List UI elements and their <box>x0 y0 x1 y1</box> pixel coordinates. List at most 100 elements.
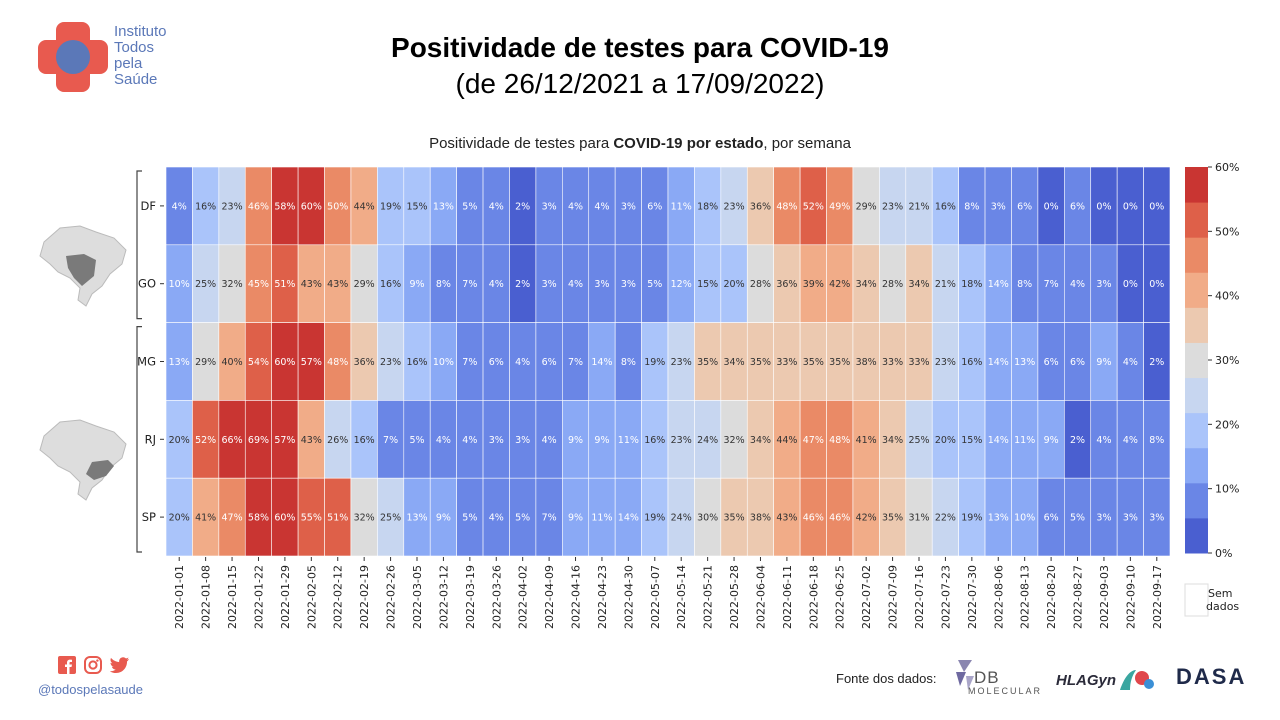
heatmap-cell <box>297 166 325 246</box>
heatmap-cell <box>377 322 405 401</box>
heatmap-cell <box>931 400 959 479</box>
cell-value-label: 3% <box>621 279 636 290</box>
column-date-label: 2022-06-11 <box>781 565 794 629</box>
heatmap-cell <box>958 322 986 401</box>
cell-value-label: 6% <box>1044 357 1059 368</box>
instagram-icon[interactable] <box>84 656 102 674</box>
heatmap-cell <box>509 477 537 557</box>
heatmap-cell <box>377 244 405 323</box>
column-date-label: 2022-04-16 <box>570 565 583 629</box>
cell-value-label: 9% <box>1044 435 1059 446</box>
heatmap-cell <box>931 322 959 401</box>
cell-value-label: 22% <box>935 513 956 524</box>
column-date-label: 2022-08-06 <box>992 565 1005 629</box>
column-date-label: 2022-08-27 <box>1072 565 1085 629</box>
cell-value-label: 58% <box>274 201 295 212</box>
cell-value-label: 16% <box>935 201 956 212</box>
cell-value-label: 43% <box>776 513 797 524</box>
heatmap-cell <box>562 400 590 479</box>
column-date-label: 2022-09-10 <box>1124 565 1137 629</box>
data-source-label: Fonte dos dados: <box>836 671 937 686</box>
cell-value-label: 31% <box>908 513 929 524</box>
heatmap-cell <box>165 477 193 557</box>
cell-value-label: 33% <box>908 357 929 368</box>
heatmap-cell <box>746 322 774 401</box>
cell-value-label: 20% <box>169 435 190 446</box>
cell-value-label: 4% <box>489 513 504 524</box>
colorbar-tick-label: 0% <box>1215 547 1232 560</box>
heatmap-cell <box>667 166 695 246</box>
cell-value-label: 4% <box>489 279 504 290</box>
heatmap-cell <box>562 166 590 246</box>
heatmap-cell <box>429 322 457 401</box>
column-date-label: 2022-04-23 <box>596 565 609 629</box>
cell-value-label: 35% <box>829 357 850 368</box>
heatmap-cell <box>297 477 325 557</box>
heatmap-cell <box>905 477 933 557</box>
heatmap-cell <box>1090 322 1118 401</box>
cell-value-label: 13% <box>1014 357 1035 368</box>
cell-value-label: 15% <box>961 435 982 446</box>
cell-value-label: 42% <box>856 513 877 524</box>
heatmap-cell <box>852 400 880 479</box>
cell-value-label: 0% <box>1096 201 1111 212</box>
heatmap-cell <box>165 322 193 401</box>
heatmap-cell <box>1011 477 1039 557</box>
heatmap-cell <box>614 244 642 323</box>
cell-value-label: 60% <box>274 513 295 524</box>
cell-value-label: 14% <box>618 513 639 524</box>
cell-value-label: 48% <box>327 357 348 368</box>
cell-value-label: 7% <box>568 357 583 368</box>
heatmap-cell <box>324 400 352 479</box>
column-date-label: 2022-07-09 <box>887 565 900 629</box>
heatmap-cell <box>746 166 774 246</box>
cell-value-label: 5% <box>409 435 424 446</box>
heatmap-cell <box>984 477 1012 557</box>
cell-value-label: 44% <box>776 435 797 446</box>
heatmap-cell <box>403 400 431 479</box>
cell-value-label: 60% <box>301 201 322 212</box>
cell-value-label: 14% <box>988 435 1009 446</box>
cell-value-label: 35% <box>750 357 771 368</box>
heatmap-cell <box>218 166 246 246</box>
cell-value-label: 5% <box>462 201 477 212</box>
cell-value-label: 47% <box>803 435 824 446</box>
colorbar-segment <box>1185 272 1208 308</box>
cell-value-label: 51% <box>327 513 348 524</box>
heatmap-cell <box>694 477 722 557</box>
facebook-icon[interactable] <box>58 656 76 674</box>
column-date-label: 2022-05-21 <box>702 565 715 629</box>
colorbar-segment <box>1185 482 1208 519</box>
cell-value-label: 46% <box>248 201 269 212</box>
brazil-map-southeast-icon <box>39 419 127 501</box>
heatmap-cell <box>1090 400 1118 479</box>
row-label: SP <box>142 510 156 524</box>
heatmap-cell <box>271 166 299 246</box>
hlagyn-logo: HLAGyn <box>1056 664 1160 698</box>
heatmap-cell <box>297 244 325 323</box>
twitter-icon[interactable] <box>110 656 130 674</box>
heatmap-cell <box>1143 477 1171 557</box>
column-date-label: 2022-09-17 <box>1151 565 1164 629</box>
heatmap-cell <box>984 166 1012 246</box>
heatmap-cell <box>614 477 642 557</box>
column-date-label: 2022-01-22 <box>252 565 265 629</box>
cell-value-label: 23% <box>671 357 692 368</box>
column-date-label: 2022-01-08 <box>200 565 213 629</box>
heatmap-cell <box>1011 322 1039 401</box>
heatmap-cell <box>1116 477 1144 557</box>
cell-value-label: 5% <box>1070 513 1085 524</box>
column-date-label: 2022-08-13 <box>1019 565 1032 629</box>
cell-value-label: 11% <box>671 201 692 212</box>
heatmap-cell <box>799 477 827 557</box>
cell-value-label: 5% <box>647 279 662 290</box>
cell-value-label: 38% <box>750 513 771 524</box>
cell-value-label: 13% <box>988 513 1009 524</box>
cell-value-label: 25% <box>195 279 216 290</box>
cell-value-label: 3% <box>991 201 1006 212</box>
cell-value-label: 16% <box>380 279 401 290</box>
heatmap-cell <box>958 400 986 479</box>
cell-value-label: 16% <box>644 435 665 446</box>
state-group-bracket <box>136 170 142 320</box>
colorbar-tick-label: 40% <box>1215 290 1239 303</box>
